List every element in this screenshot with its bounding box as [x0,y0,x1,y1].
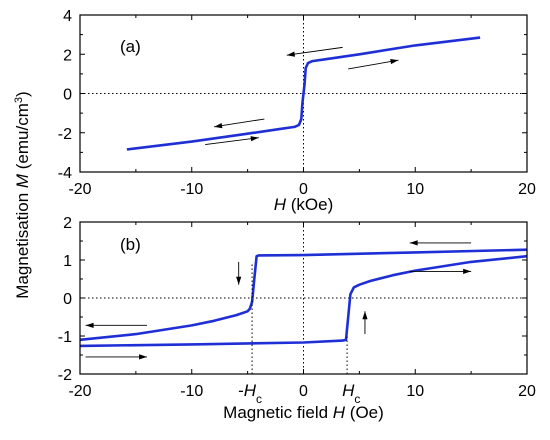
direction-arrow-head [362,311,368,320]
y-tick-label: 4 [63,8,72,25]
coercive-field-label: Hc [342,381,360,406]
direction-arrow-head [286,51,296,57]
y-tick-label: 0 [63,291,72,308]
direction-arrow-shaft [214,118,265,128]
direction-arrow-shaft [348,59,399,70]
x-tick-label: 10 [406,181,424,198]
x-axis-label: Magnetic field H (Oe) [223,403,384,422]
series-line-0 [126,36,481,151]
y-tick-label: -1 [58,329,72,346]
y-tick-label: 1 [63,253,72,270]
x-tick-label: 20 [518,181,536,198]
shared-y-axis-label: Magnetisation M (emu/cm3) [13,91,32,298]
y-tick-label: 2 [63,215,72,232]
y-tick-label: 0 [63,87,72,104]
x-tick-label: 20 [518,383,536,400]
direction-arrow-head [236,276,242,285]
y-tick-label: -2 [58,367,72,384]
direction-arrow-head [85,322,94,328]
series-line-descending [79,248,528,342]
direction-arrow-shaft [286,46,343,56]
x-tick-label: -20 [68,181,91,198]
coercive-field-label: -Hc [238,381,262,406]
x-tick-label: 0 [299,383,308,400]
direction-arrow-shaft [205,137,259,145]
x-tick-label: -10 [180,181,203,198]
y-tick-label: -2 [58,126,72,143]
direction-arrow-head [139,354,148,360]
x-tick-label: 10 [406,383,424,400]
panel-label: (a) [120,37,141,56]
x-tick-label: -10 [180,383,203,400]
direction-arrow-head [214,123,223,129]
y-tick-label: 2 [63,47,72,64]
panel-label: (b) [120,235,141,254]
direction-arrow-head [390,58,399,65]
direction-arrow-head [409,240,418,246]
x-tick-label: -20 [68,383,91,400]
direction-arrow-head [250,136,259,142]
x-tick-label: 0 [299,181,308,198]
x-axis-label: H (kOe) [274,195,334,214]
direction-arrow-head [463,268,472,274]
y-tick-label: -4 [58,165,72,182]
